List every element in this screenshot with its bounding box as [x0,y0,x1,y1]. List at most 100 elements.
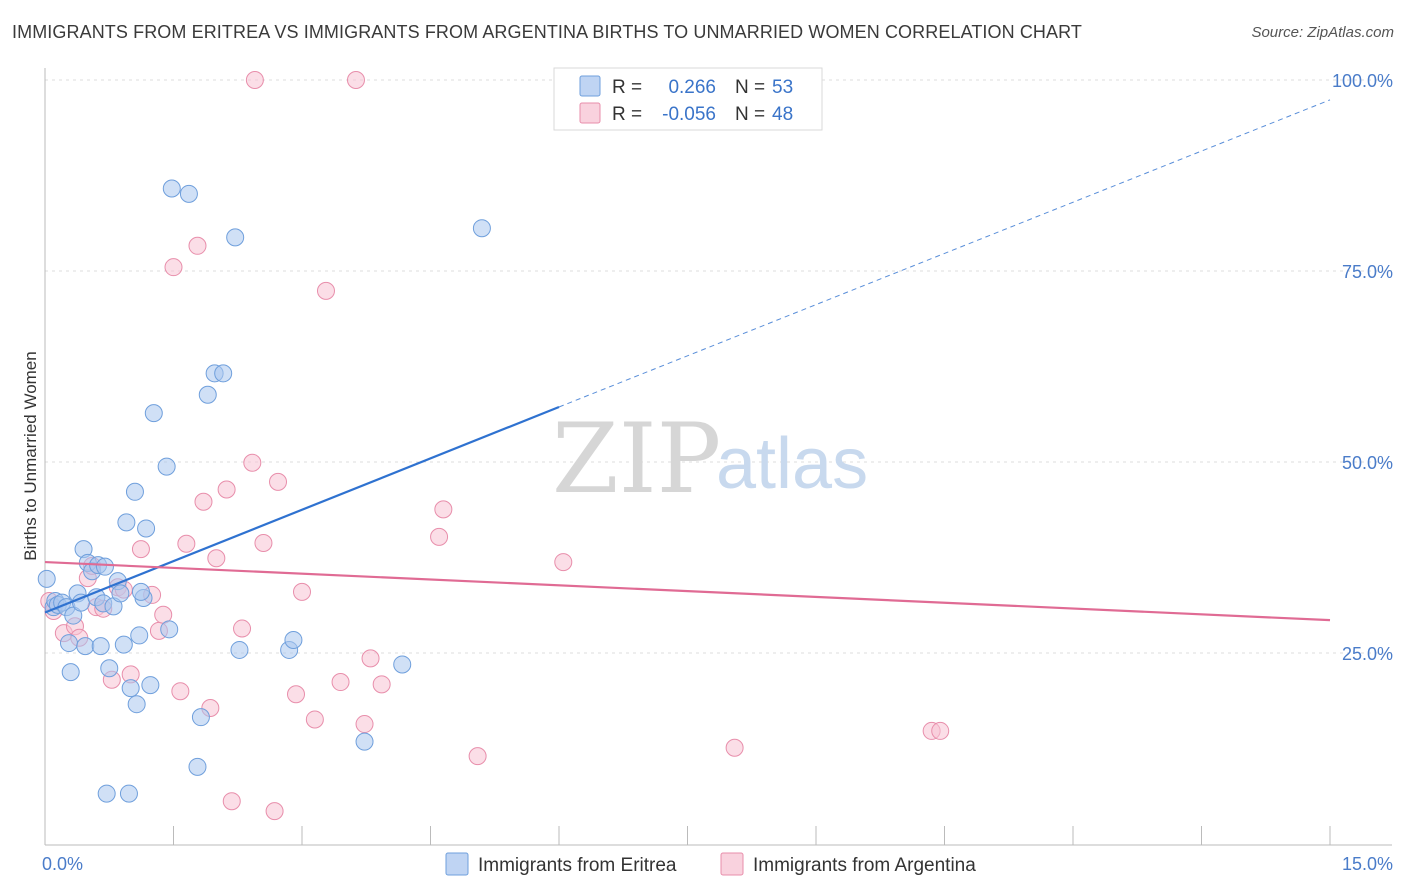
eritrea-point [393,655,412,674]
eritrea-point [188,757,207,776]
eritrea-point [226,228,245,247]
eritrea-point [157,457,176,476]
eritrea-point [114,635,133,654]
eritrea-point [61,663,80,682]
argentina-point [131,540,150,559]
eritrea-point [137,519,156,538]
argentina-point [245,71,264,89]
eritrea-point [111,584,130,603]
argentina-point [171,682,190,701]
trendlines [44,99,1331,622]
legend-argentina-n-label: N = [735,104,765,125]
eritrea-point [230,640,249,659]
eritrea-point [179,184,198,203]
eritrea-point [59,634,78,653]
legend-swatch-eritrea [579,75,601,97]
eritrea-point [76,637,95,656]
eritrea-point [37,569,56,588]
argentina-point [254,533,273,552]
legend-eritrea-n-value: 53 [772,77,793,98]
argentina-point [316,281,335,300]
x-tick-label: 0.0% [42,854,83,874]
y-tick-label: 75.0% [1342,262,1393,282]
eritrea-point [472,219,491,238]
series-legend: Immigrants from Eritrea Immigrants from … [445,852,976,876]
series-eritrea-points [37,179,491,803]
legend-eritrea-r-label: R = [612,77,642,98]
argentina-point [372,675,391,694]
eritrea-point [162,179,181,198]
watermark: ZIP atlas [552,403,868,515]
eritrea-point [127,695,146,714]
legend-swatch-argentina [579,102,601,124]
eritrea-point [191,708,210,727]
source-label: Source: ZipAtlas.com [1251,24,1394,41]
correlation-legend: R = 0.266 N = 53 R = -0.056 N = 48 [553,67,823,131]
watermark-zip: ZIP [552,403,721,515]
eritrea-point [125,482,144,501]
x-tick-label: 15.0% [1342,854,1393,874]
argentina-point [725,738,744,757]
legend-eritrea-n-label: N = [735,77,765,98]
eritrea-trendline [44,405,560,614]
argentina-point [217,480,236,499]
argentina-point [293,582,311,601]
argentina-point [361,649,380,668]
argentina-point [207,549,226,568]
argentina-point [243,453,262,472]
bottom-legend-swatch-argentina [720,852,744,876]
y-tick-label: 25.0% [1342,644,1393,664]
argentina-point [177,534,196,553]
eritrea-point [117,513,136,532]
eritrea-trendline-extension [558,99,1331,408]
y-axis-title: Births to Unmarried Women [21,351,40,560]
eritrea-point [141,676,160,695]
argentina-point [233,619,252,638]
eritrea-point [95,557,114,576]
argentina-point [554,553,573,572]
eritrea-point [130,626,149,645]
eritrea-point [355,732,374,751]
chart-title: IMMIGRANTS FROM ERITREA VS IMMIGRANTS FR… [12,22,1083,42]
argentina-point [164,258,183,277]
argentina-point [331,673,350,692]
legend-eritrea-r-value: 0.266 [668,77,716,98]
y-tick-label: 50.0% [1342,453,1393,473]
argentina-trendline [44,560,1331,622]
argentina-point [355,715,374,734]
eritrea-point [100,659,119,678]
argentina-point [346,71,365,89]
eritrea-point [284,631,303,650]
argentina-point [468,747,487,766]
argentina-point [188,236,207,255]
argentina-point [434,500,453,519]
y-tick-label: 100.0% [1332,71,1393,91]
eritrea-point [144,404,163,423]
eritrea-point [91,637,110,656]
eritrea-point [121,679,140,698]
eritrea-point [131,582,150,601]
bottom-legend-label-eritrea: Immigrants from Eritrea [478,855,677,876]
argentina-point [269,472,288,491]
eritrea-point [97,784,116,803]
argentina-point [222,792,241,811]
legend-argentina-r-value: -0.056 [662,104,716,125]
eritrea-point [214,364,233,383]
argentina-point [287,685,306,704]
tick-labels: 25.0% 50.0% 75.0% 100.0% 0.0% 15.0% [42,71,1393,874]
argentina-point [931,721,950,740]
eritrea-point [198,385,217,404]
bottom-legend-swatch-eritrea [445,852,469,876]
eritrea-point [160,620,179,639]
argentina-point [194,492,213,511]
bottom-legend-label-argentina: Immigrants from Argentina [753,855,976,876]
legend-argentina-n-value: 48 [772,104,793,125]
eritrea-point [119,784,138,803]
watermark-atlas: atlas [716,424,868,504]
argentina-point [430,527,449,546]
grid [44,68,1392,846]
argentina-point [265,802,284,821]
legend-argentina-r-label: R = [612,104,642,125]
argentina-point [305,710,324,729]
